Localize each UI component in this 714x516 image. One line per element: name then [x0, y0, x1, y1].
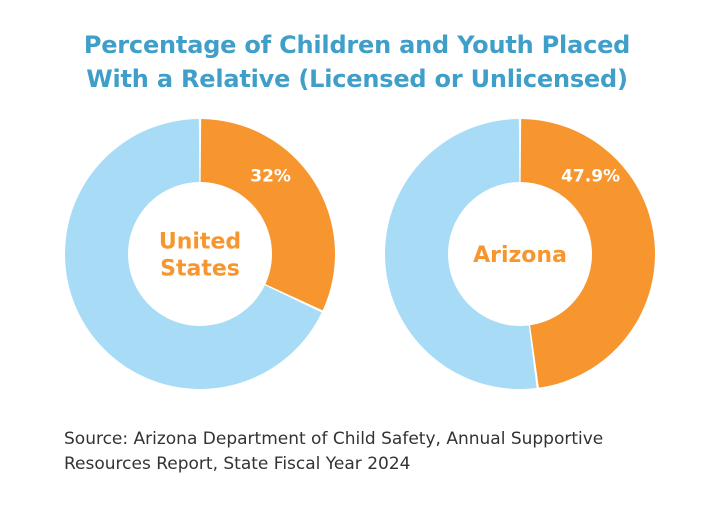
chart-title: Percentage of Children and Youth Placed … [0, 28, 714, 96]
donut-0-value-label: 32% [250, 167, 291, 187]
donut-1-slice-1 [384, 119, 537, 390]
source-note: Source: Arizona Department of Child Safe… [64, 427, 704, 477]
donut-1-value-label: 47.9% [561, 167, 620, 187]
chart-title-line-2: With a Relative (Licensed or Unlicensed) [86, 65, 628, 93]
donut-chart-1: 47.9% Arizona [384, 119, 655, 390]
chart-title-line-1: Percentage of Children and Youth Placed [83, 31, 631, 59]
donut-1-slice-0 [520, 119, 655, 388]
donut-0-center-label-line-0: United [159, 230, 241, 255]
donut-0-slice-1 [64, 119, 322, 390]
source-line-2: Resources Report, State Fiscal Year 2024 [64, 454, 411, 474]
source-line-1: Source: Arizona Department of Child Safe… [64, 429, 604, 449]
donut-0-slice-0 [200, 119, 335, 311]
donut-1-center-label-line-0: Arizona [473, 243, 567, 268]
donut-0-center-label-line-1: States [160, 257, 240, 282]
